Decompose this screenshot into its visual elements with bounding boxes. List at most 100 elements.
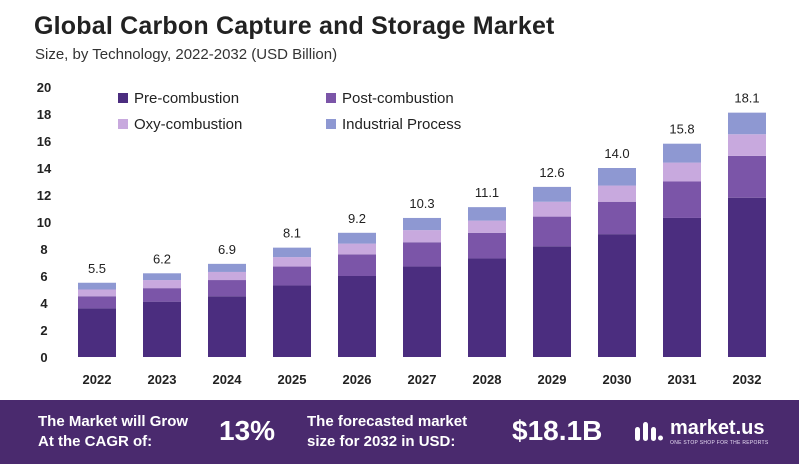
cagr-text-line1: The Market will Grow [38, 413, 189, 430]
x-tick-label: 2029 [538, 372, 567, 387]
bar-segment-pre-combustion-2031 [663, 217, 701, 357]
bar-segment-industrial-process-2024 [208, 263, 246, 272]
bar-total-label: 12.6 [539, 165, 564, 180]
cagr-value: 13% [219, 415, 276, 446]
chart-subtitle: Size, by Technology, 2022-2032 (USD Bill… [35, 46, 338, 63]
bar-segment-industrial-process-2030 [598, 168, 636, 186]
bar-total-label: 14.0 [604, 146, 629, 161]
stacked-bar-chart: 0 2 4 6 8 10 12 14 16 18 20 5.5 6.2 6.9 8.1 9.2 10.3 11.… [37, 80, 766, 387]
bar-segment-oxy-combustion-2022 [78, 289, 116, 297]
forecast-text-line2: size for 2032 in USD: [307, 433, 456, 450]
bar-segment-oxy-combustion-2032 [728, 134, 766, 156]
y-tick-label: 8 [40, 242, 47, 257]
bar-total-label: 6.2 [153, 251, 171, 266]
bar-segment-post-combustion-2029 [533, 216, 571, 247]
bar-total-label: 15.8 [669, 122, 694, 137]
x-tick-label: 2030 [603, 372, 632, 387]
bar-segment-post-combustion-2024 [208, 280, 246, 297]
bar-segment-pre-combustion-2022 [78, 308, 116, 357]
y-tick-label: 2 [40, 323, 47, 338]
bar-segment-pre-combustion-2023 [143, 301, 181, 357]
forecast-text: The forecasted market size for 2032 in U… [307, 412, 467, 452]
bar-segment-oxy-combustion-2023 [143, 280, 181, 289]
x-tick-label: 2028 [473, 372, 502, 387]
legend-swatch [326, 93, 336, 103]
bar-total-label: 10.3 [409, 196, 434, 211]
bar-segment-industrial-process-2032 [728, 112, 766, 135]
y-axis-ticks: 0 2 4 6 8 10 12 14 16 18 20 [37, 80, 52, 365]
bar-segment-pre-combustion-2025 [273, 285, 311, 357]
legend-swatch [118, 119, 128, 129]
bar-segment-pre-combustion-2026 [338, 276, 376, 357]
y-tick-label: 4 [40, 296, 48, 311]
bar-total-label: 5.5 [88, 261, 106, 276]
legend-swatch [326, 119, 336, 129]
x-tick-label: 2023 [148, 372, 177, 387]
bars: 5.5 6.2 6.9 8.1 9.2 10.3 11.1 12.6 14.0 15.8 18.1 [78, 91, 766, 357]
bar-segment-post-combustion-2028 [468, 232, 506, 259]
bar-segment-post-combustion-2025 [273, 266, 311, 286]
forecast-text-line1: The forecasted market [307, 413, 468, 430]
brand-tagline: ONE STOP SHOP FOR THE REPORTS [670, 440, 769, 446]
cagr-text-line2: At the CAGR of: [38, 433, 153, 450]
y-tick-label: 0 [40, 350, 47, 365]
brand-icon [635, 422, 663, 441]
bar-segment-post-combustion-2027 [403, 242, 441, 267]
bar-segment-pre-combustion-2024 [208, 296, 246, 357]
bar-segment-oxy-combustion-2025 [273, 257, 311, 267]
cagr-text: The Market will Grow At the CAGR of: [38, 412, 188, 452]
bar-segment-industrial-process-2022 [78, 282, 116, 290]
footer-banner: The Market will Grow At the CAGR of: 13%… [0, 400, 799, 464]
y-tick-label: 14 [37, 161, 52, 176]
x-tick-label: 2032 [733, 372, 762, 387]
bar-segment-industrial-process-2025 [273, 247, 311, 258]
y-tick-label: 10 [37, 215, 51, 230]
chart-title: Global Carbon Capture and Storage Market [34, 12, 555, 40]
bar-segment-post-combustion-2030 [598, 201, 636, 235]
bar-segment-post-combustion-2022 [78, 296, 116, 309]
bar-segment-pre-combustion-2030 [598, 234, 636, 357]
bar-total-label: 18.1 [734, 91, 759, 106]
x-axis-ticks: 2022 2023 2024 2025 2026 2027 2028 2029 2030 2031… [83, 372, 762, 387]
bar-segment-oxy-combustion-2027 [403, 230, 441, 243]
bar-total-label: 11.1 [475, 185, 499, 200]
y-tick-label: 20 [37, 80, 51, 95]
bar-segment-pre-combustion-2027 [403, 266, 441, 357]
x-tick-label: 2031 [668, 372, 697, 387]
bar-total-label: 9.2 [348, 211, 366, 226]
bar-segment-post-combustion-2031 [663, 181, 701, 218]
bar-segment-oxy-combustion-2026 [338, 243, 376, 255]
y-tick-label: 18 [37, 107, 51, 122]
bar-segment-post-combustion-2026 [338, 254, 376, 276]
bar-segment-industrial-process-2026 [338, 232, 376, 244]
bar-segment-oxy-combustion-2030 [598, 185, 636, 202]
bar-segment-industrial-process-2027 [403, 217, 441, 231]
bar-segment-industrial-process-2028 [468, 207, 506, 221]
bar-segment-industrial-process-2029 [533, 186, 571, 202]
brand-logo: market.us ONE STOP SHOP FOR THE REPORTS [634, 417, 794, 447]
bar-total-label: 6.9 [218, 242, 236, 257]
legend-label: Pre-combustion [134, 90, 239, 107]
legend-swatch [118, 93, 128, 103]
x-tick-label: 2024 [213, 372, 243, 387]
x-tick-label: 2026 [343, 372, 372, 387]
y-tick-label: 6 [40, 269, 47, 284]
legend-label: Post-combustion [342, 90, 454, 107]
bar-segment-pre-combustion-2029 [533, 246, 571, 357]
forecast-value: $18.1B [512, 415, 603, 446]
bar-segment-oxy-combustion-2029 [533, 201, 571, 217]
bar-segment-post-combustion-2032 [728, 155, 766, 198]
bar-segment-industrial-process-2031 [663, 143, 701, 163]
x-tick-label: 2025 [278, 372, 307, 387]
bar-segment-pre-combustion-2032 [728, 197, 766, 357]
y-tick-label: 12 [37, 188, 51, 203]
bar-segment-pre-combustion-2028 [468, 258, 506, 357]
bar-segment-oxy-combustion-2028 [468, 220, 506, 233]
legend: Pre-combustion Post-combustion Oxy-combust… [118, 90, 461, 133]
bar-total-label: 8.1 [283, 226, 301, 241]
legend-label: Oxy-combustion [134, 116, 242, 133]
bar-segment-post-combustion-2023 [143, 288, 181, 302]
legend-label: Industrial Process [342, 116, 461, 133]
x-tick-label: 2022 [83, 372, 112, 387]
brand-name: market.us [670, 417, 765, 439]
